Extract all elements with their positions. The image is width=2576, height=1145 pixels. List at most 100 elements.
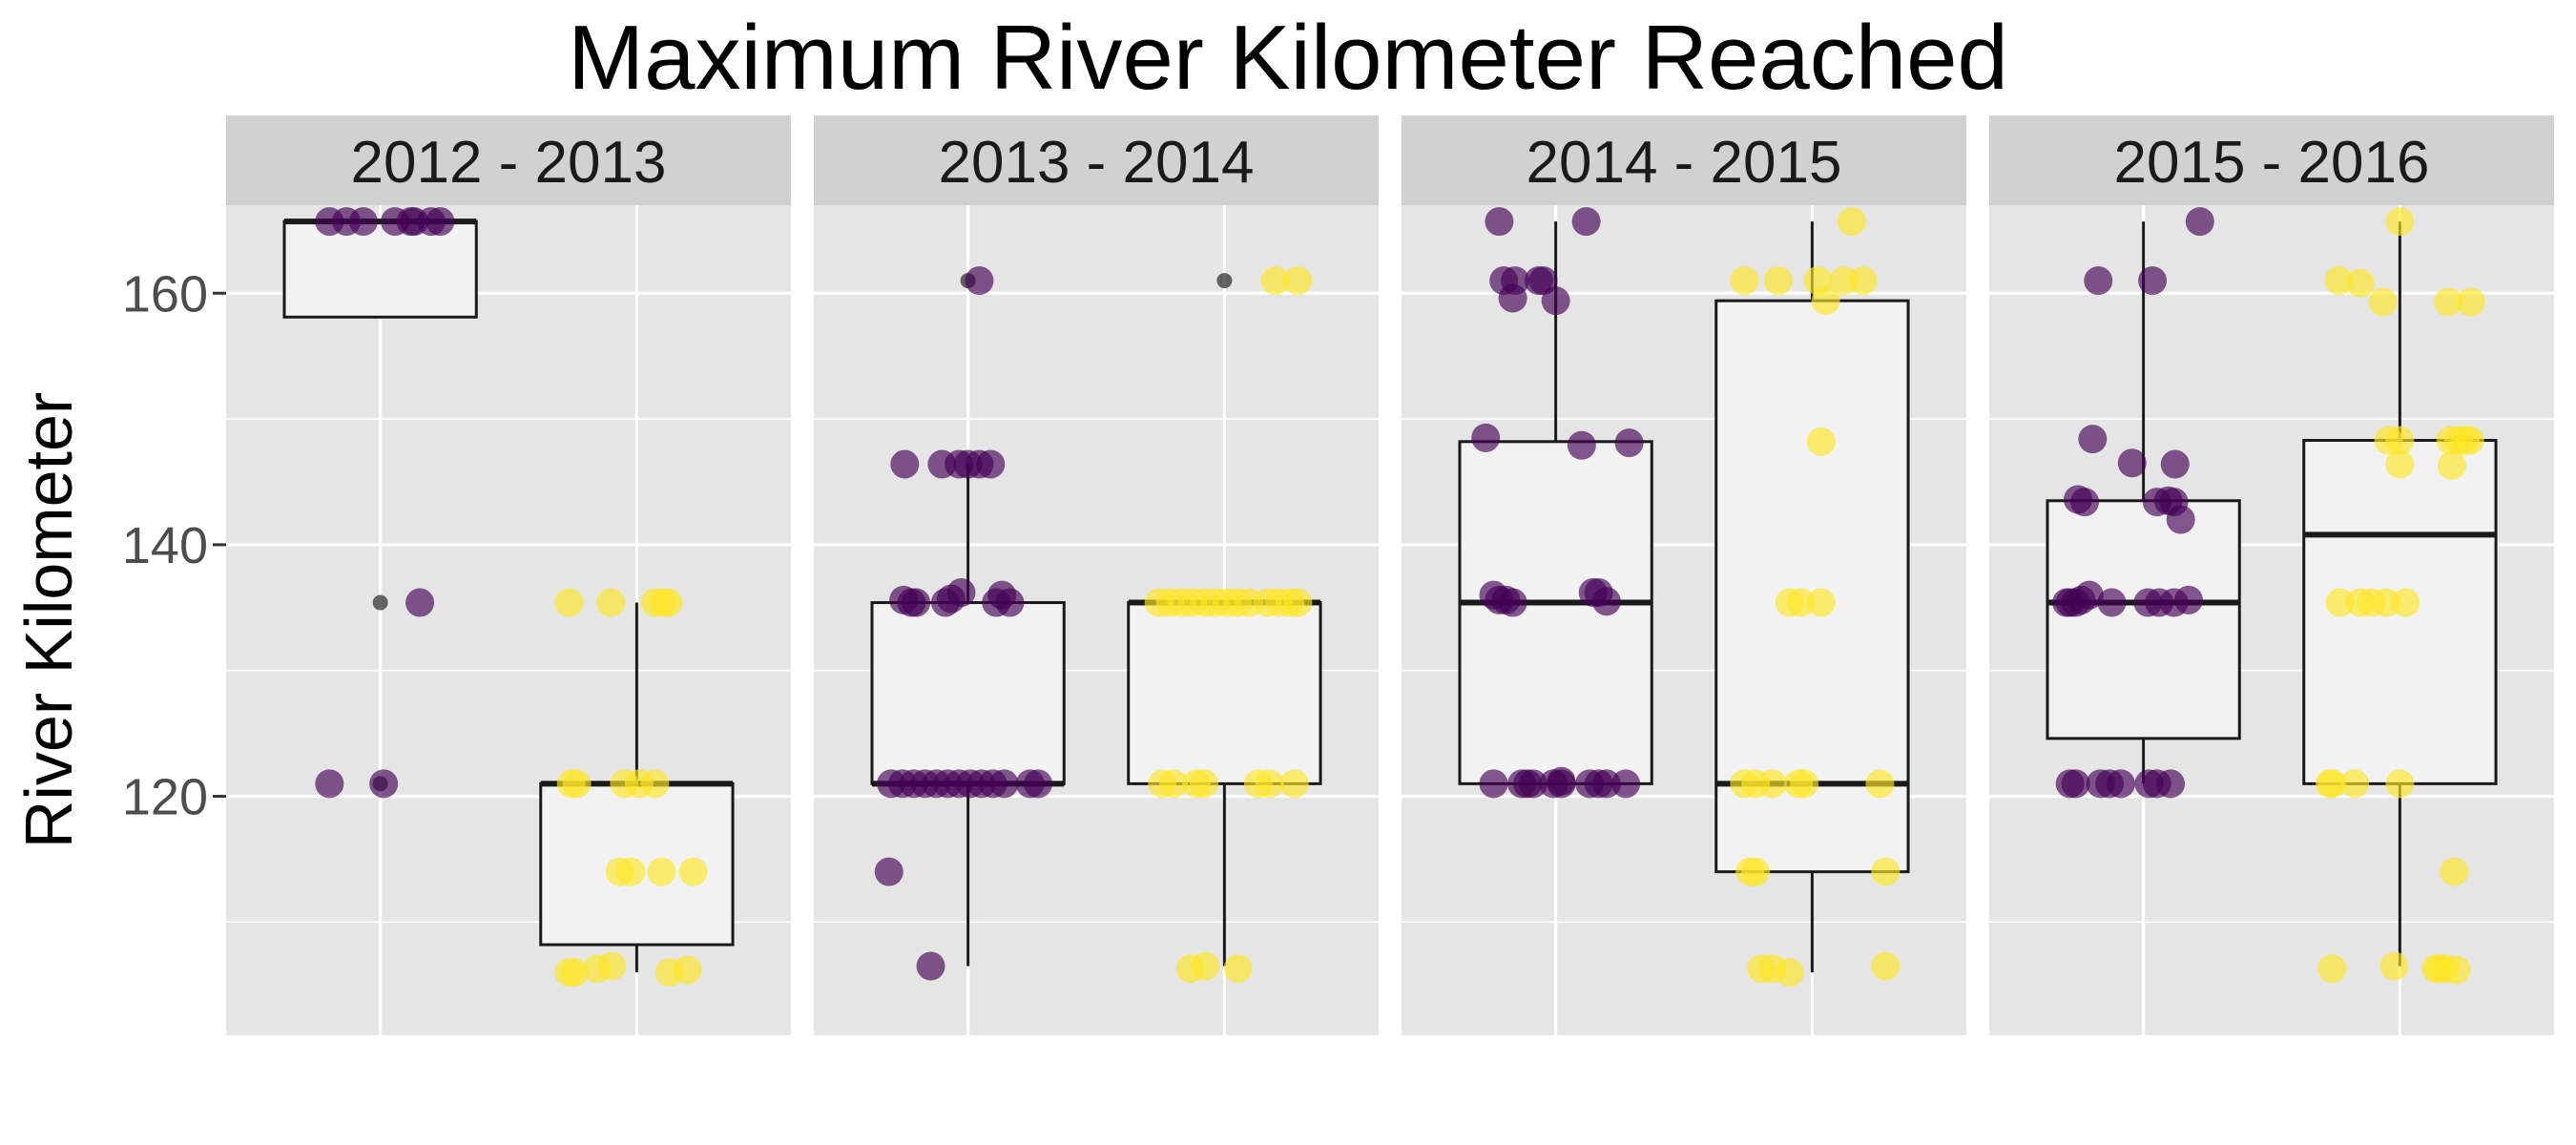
data-point-group-a <box>1614 428 1644 458</box>
facet-panel: 2013 - 2014 <box>814 115 1379 1035</box>
data-point-group-a <box>995 588 1025 617</box>
data-point-group-a <box>1541 286 1570 316</box>
data-point-group-b <box>2385 769 2415 799</box>
box-iqr <box>1127 601 1322 785</box>
box-iqr <box>1458 440 1653 785</box>
data-point-group-b <box>2434 287 2463 317</box>
facet-strip <box>1989 115 2554 205</box>
data-point-group-a <box>348 207 378 237</box>
data-point-group-b <box>1848 266 1878 296</box>
facet-strip-label: 2014 - 2015 <box>1527 130 1842 196</box>
data-point-group-a <box>965 266 994 296</box>
data-point-group-b <box>2437 450 2466 480</box>
data-point-group-a <box>902 588 931 617</box>
facet-strip <box>1402 115 1966 205</box>
outlier-point <box>1216 273 1233 289</box>
data-point-group-b <box>2441 955 2471 985</box>
y-tick-label: 120 <box>122 769 208 826</box>
data-point-group-a <box>2138 266 2168 296</box>
data-point-group-a <box>2084 266 2113 296</box>
data-point-group-b <box>1190 769 1219 799</box>
data-point-group-b <box>1757 769 1787 799</box>
data-point-group-a <box>1571 207 1601 237</box>
data-point-group-b <box>2456 287 2485 317</box>
facet-strip-label: 2013 - 2014 <box>939 130 1255 196</box>
data-point-group-a <box>946 578 976 607</box>
data-point-group-b <box>654 588 683 617</box>
data-point-group-a <box>2097 588 2127 617</box>
data-point-group-a <box>916 951 945 981</box>
data-point-group-a <box>2117 448 2147 478</box>
data-point-group-a <box>989 769 1019 799</box>
data-point-group-b <box>1223 954 1253 984</box>
data-point-group-a <box>1479 769 1508 799</box>
data-point-group-a <box>369 769 399 799</box>
data-point-group-b <box>1865 769 1895 799</box>
data-point-group-a <box>426 207 455 237</box>
data-point-group-b <box>678 857 708 886</box>
y-tick-label: 140 <box>122 517 208 574</box>
data-point-group-a <box>1567 430 1596 460</box>
data-point-group-a <box>1471 423 1501 452</box>
facet-panel: 2012 - 2013 <box>226 115 791 1035</box>
data-point-group-a <box>2070 488 2100 517</box>
chart-title: Maximum River Kilometer Reached <box>568 7 2008 109</box>
facet-strip <box>814 115 1379 205</box>
data-point-group-a <box>1518 769 1548 799</box>
data-point-group-b <box>1763 266 1793 296</box>
data-point-group-b <box>562 769 592 799</box>
data-point-group-b <box>1191 951 1220 981</box>
data-point-group-a <box>315 769 344 799</box>
data-point-group-a <box>874 857 904 886</box>
facet-strip-label: 2012 - 2013 <box>351 130 667 196</box>
facet-strip-label: 2015 - 2016 <box>2114 130 2430 196</box>
data-point-group-a <box>1591 587 1621 616</box>
box-iqr <box>870 601 1066 785</box>
data-point-group-b <box>1786 588 1816 617</box>
data-point-group-b <box>1159 769 1189 799</box>
y-tick-label: 160 <box>122 265 208 323</box>
data-point-group-b <box>1871 951 1901 981</box>
data-point-group-b <box>2385 426 2415 455</box>
data-point-group-b <box>1260 266 1290 296</box>
box-iqr <box>2046 499 2241 740</box>
outlier-point <box>372 594 388 611</box>
data-point-group-b <box>673 955 702 985</box>
data-point-group-a <box>1611 769 1641 799</box>
box-iqr <box>282 219 478 319</box>
facet-panel: 2014 - 2015 <box>1402 115 1966 1035</box>
data-point-group-a <box>2173 585 2203 614</box>
data-point-group-b <box>1806 588 1836 617</box>
facet-strip <box>226 115 791 205</box>
data-point-group-a <box>890 449 920 479</box>
data-point-group-b <box>2379 951 2409 981</box>
data-point-group-b <box>560 958 590 988</box>
data-point-group-b <box>1283 266 1313 296</box>
data-point-group-a <box>2166 505 2195 534</box>
data-point-group-a <box>976 449 1006 479</box>
boxplot-group-a <box>1458 221 1653 785</box>
data-point-group-b <box>597 951 627 981</box>
data-point-group-b <box>1730 266 1759 296</box>
data-point-group-b <box>2317 954 2347 984</box>
data-point-group-a <box>1024 769 1053 799</box>
data-point-group-a <box>2078 425 2108 454</box>
data-point-group-a <box>405 588 435 617</box>
data-point-group-b <box>554 588 584 617</box>
data-point-group-b <box>596 588 626 617</box>
data-point-group-a <box>1547 766 1576 796</box>
data-point-group-a <box>2185 207 2214 237</box>
y-axis-title: River Kilometer <box>11 392 86 848</box>
data-point-group-b <box>2385 449 2415 479</box>
data-point-group-b <box>1283 588 1313 617</box>
data-point-group-b <box>1811 286 1840 316</box>
data-point-group-a <box>2074 580 2104 610</box>
data-point-group-b <box>2455 426 2484 455</box>
data-point-group-b <box>1837 207 1866 237</box>
data-point-group-a <box>1485 207 1514 237</box>
boxplot-group-b <box>1127 273 1322 967</box>
data-point-group-a <box>1498 588 1527 617</box>
data-point-group-b <box>2324 266 2354 296</box>
data-point-group-b <box>1871 857 1901 886</box>
data-point-group-b <box>2440 857 2469 886</box>
